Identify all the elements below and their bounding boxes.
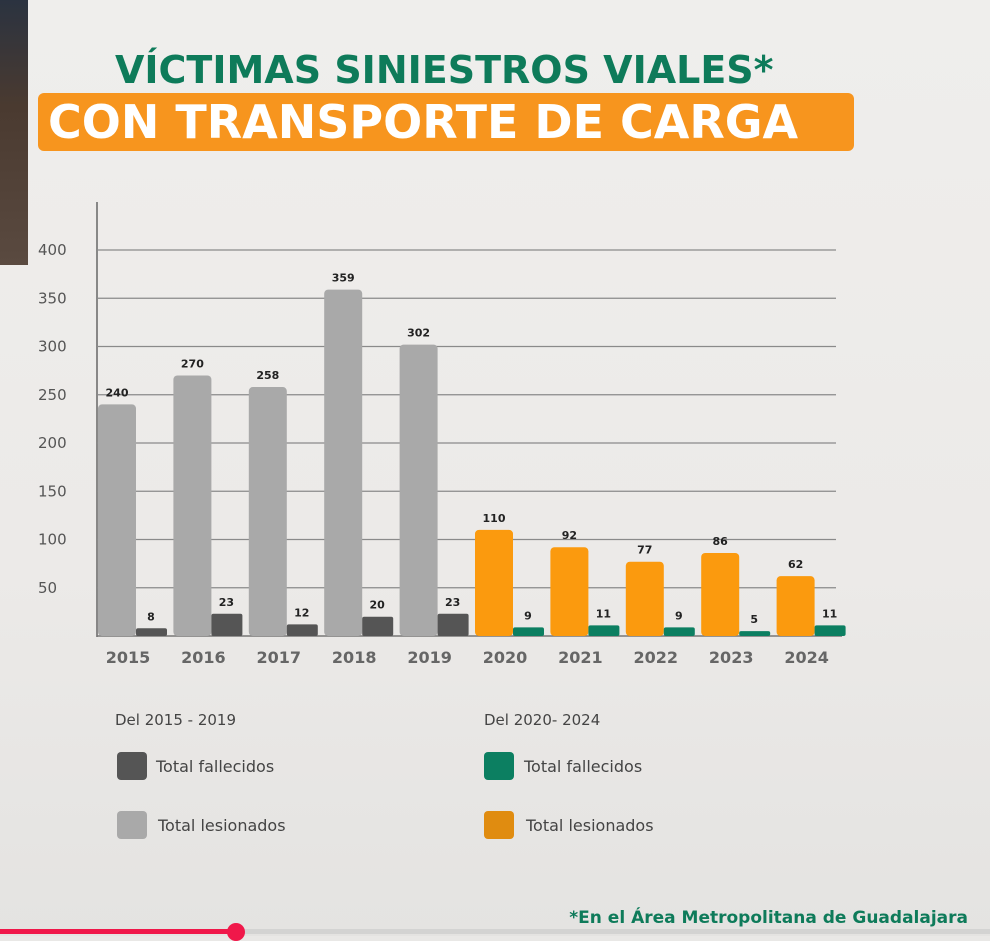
data-label-lesionados: 302 (407, 327, 430, 340)
presenter-video-inset (0, 0, 28, 265)
data-label-lesionados: 110 (483, 512, 506, 525)
bar-lesionados-2022 (625, 561, 664, 636)
title-banner (38, 93, 854, 151)
y-tick-label: 400 (38, 241, 67, 259)
data-label-lesionados: 77 (637, 544, 652, 557)
data-label-fallecidos: 11 (822, 607, 837, 620)
bar-fallecidos-2020 (513, 627, 544, 636)
bar-fallecidos-2015 (136, 628, 167, 636)
bar-fallecidos-2017 (286, 624, 318, 636)
data-label-lesionados: 258 (256, 369, 279, 382)
bar-lesionados-2021 (550, 547, 589, 636)
bar-lesionados-2018 (324, 289, 363, 636)
video-progress-bar[interactable] (0, 923, 990, 941)
video-progress-fill (0, 929, 236, 934)
bar-lesionados-2015 (98, 404, 136, 636)
data-label-fallecidos: 11 (596, 607, 611, 620)
bar-lesionados-2016 (173, 375, 212, 636)
data-label-fallecidos: 8 (147, 610, 155, 623)
bar-fallecidos-2023 (739, 631, 771, 636)
bar-fallecidos-2016 (211, 613, 243, 636)
x-tick-label: 2018 (332, 648, 377, 667)
chart-title-line2: CON TRANSPORTE DE CARGA (48, 95, 799, 149)
footnote: *En el Área Metropolitana de Guadalajara (569, 908, 968, 928)
data-label-lesionados: 92 (562, 529, 577, 542)
x-tick-label: 2019 (407, 648, 452, 667)
y-tick-label: 250 (38, 386, 67, 404)
data-label-lesionados: 240 (106, 386, 129, 399)
y-tick-label: 50 (38, 579, 57, 597)
chart-title-line1: VÍCTIMAS SINIESTROS VIALES* (115, 48, 774, 92)
legend-label-fallecidos-old: Total fallecidos (156, 757, 275, 776)
data-label-fallecidos: 23 (445, 596, 460, 609)
data-label-fallecidos: 23 (219, 596, 234, 609)
data-label-fallecidos: 9 (675, 609, 683, 622)
y-tick-label: 200 (38, 434, 67, 452)
data-label-fallecidos: 9 (524, 609, 532, 622)
bar-fallecidos-2019 (437, 613, 469, 636)
bar-fallecidos-2024 (814, 625, 846, 636)
legend-group2-title: Del 2020- 2024 (484, 711, 601, 729)
y-tick-label: 300 (38, 338, 67, 356)
bar-lesionados-2020 (475, 529, 513, 636)
x-tick-label: 2020 (483, 648, 528, 667)
legend-swatch-lesionados-new (484, 811, 514, 839)
legend-swatch-lesionados-old (117, 811, 147, 839)
bar-fallecidos-2022 (663, 627, 695, 636)
x-tick-label: 2015 (106, 648, 151, 667)
data-label-fallecidos: 5 (750, 613, 758, 626)
x-tick-label: 2016 (181, 648, 226, 667)
legend-swatch-fallecidos-new (484, 752, 514, 780)
data-label-lesionados: 270 (181, 357, 204, 370)
y-tick-label: 100 (38, 531, 67, 549)
y-tick-label: 350 (38, 289, 67, 307)
video-scrubber-handle[interactable] (226, 923, 245, 941)
y-tick-label: 150 (38, 482, 67, 500)
data-label-fallecidos: 20 (370, 599, 386, 612)
legend-swatch-fallecidos-old (117, 752, 147, 780)
x-tick-label: 2024 (784, 648, 829, 667)
bar-fallecidos-2018 (362, 616, 394, 636)
data-label-lesionados: 359 (332, 272, 355, 285)
legend-label-fallecidos-new: Total fallecidos (524, 757, 643, 776)
x-tick-label: 2021 (558, 648, 603, 667)
bar-lesionados-2019 (399, 344, 438, 636)
x-tick-label: 2022 (634, 648, 679, 667)
legend-label-lesionados-old: Total lesionados (158, 816, 286, 835)
x-tick-label: 2023 (709, 648, 754, 667)
bar-lesionados-2023 (701, 553, 740, 636)
legend-group1-title: Del 2015 - 2019 (115, 711, 237, 729)
bar-lesionados-2017 (248, 387, 287, 636)
data-label-lesionados: 62 (788, 558, 803, 571)
bar-lesionados-2024 (776, 576, 815, 636)
data-label-lesionados: 86 (713, 535, 729, 548)
data-label-fallecidos: 12 (294, 606, 309, 619)
legend-label-lesionados-new: Total lesionados (526, 816, 654, 835)
bar-fallecidos-2021 (588, 625, 620, 636)
x-tick-label: 2017 (257, 648, 302, 667)
